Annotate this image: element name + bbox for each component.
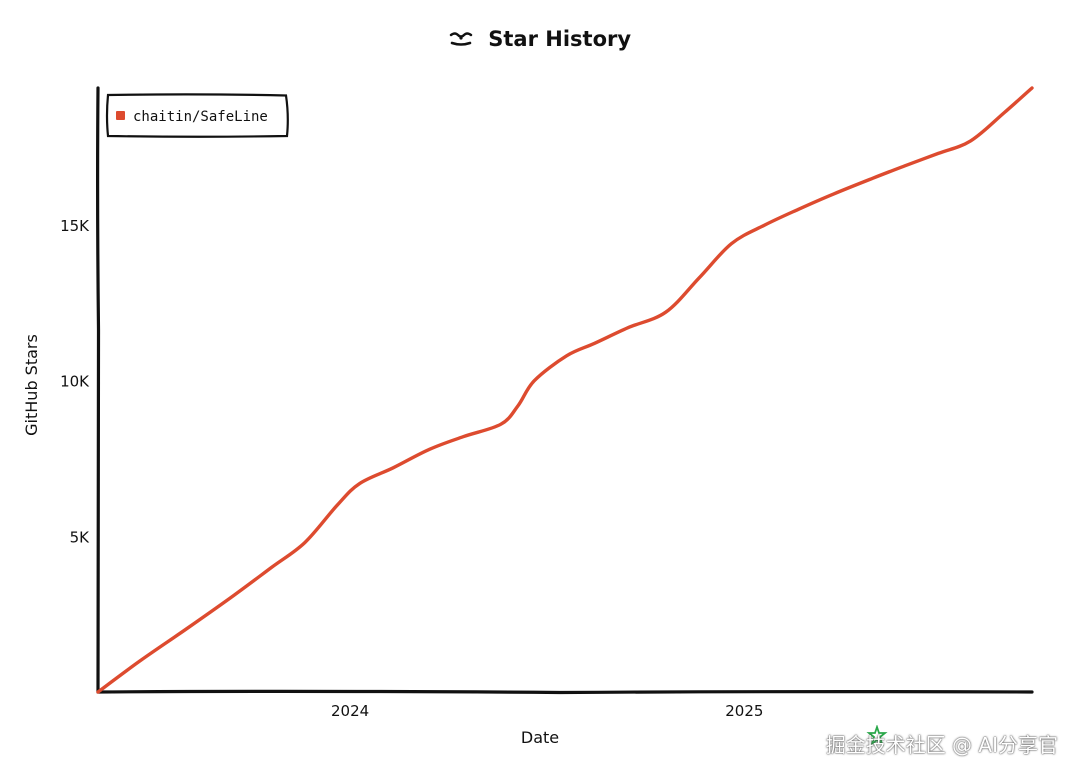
leaf-icon xyxy=(866,724,888,751)
chart-title-text: Star History xyxy=(488,27,632,51)
x-axis-line xyxy=(96,689,1034,695)
legend-swatch xyxy=(116,111,125,120)
series-line-0 xyxy=(96,86,1034,694)
y-axis-label: GitHub Stars xyxy=(22,334,41,436)
x-tick-labels: 2024 2025 xyxy=(331,702,763,720)
chart-axes xyxy=(96,86,1034,695)
x-axis-label: Date xyxy=(521,728,559,747)
y-tick-label: 5K xyxy=(70,528,91,546)
star-history-logo-icon xyxy=(449,27,473,51)
y-axis-line xyxy=(96,86,101,694)
legend-box xyxy=(105,93,289,138)
legend-label: chaitin/SafeLine xyxy=(133,109,268,125)
x-tick-label: 2024 xyxy=(331,702,369,720)
y-tick-label: 10K xyxy=(60,373,90,391)
x-tick-label: 2025 xyxy=(725,702,763,720)
chart-title: Star History xyxy=(0,26,1080,51)
series-layer xyxy=(96,86,1034,694)
legend: chaitin/SafeLine xyxy=(105,93,289,138)
y-tick-label: 15K xyxy=(60,217,90,235)
y-tick-labels: 5K 10K 15K xyxy=(60,217,90,546)
watermark-text: 掘金技术社区 @ AI分享官 xyxy=(825,733,1058,757)
